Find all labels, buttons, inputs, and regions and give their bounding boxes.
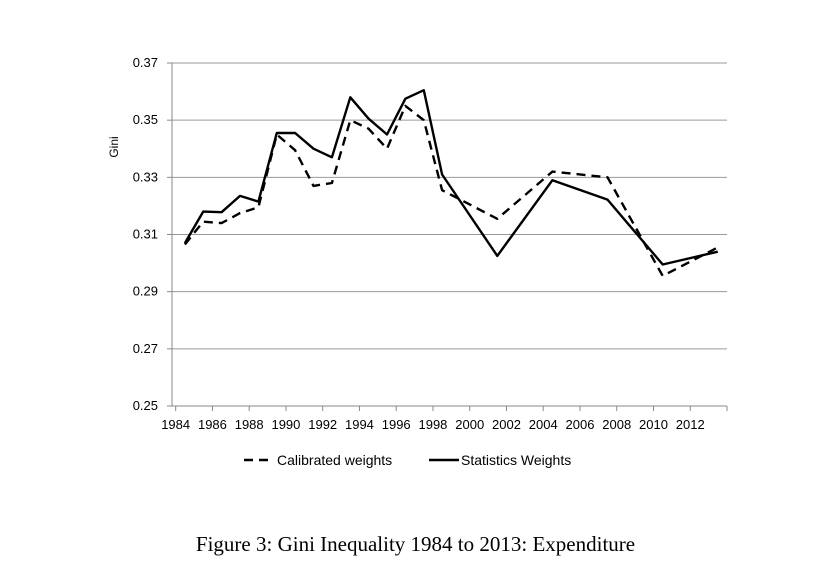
- y-axis-label: Gini: [107, 136, 121, 157]
- x-tick-label: 1992: [308, 417, 337, 432]
- y-tick-label: 0.35: [133, 112, 158, 127]
- axes: [167, 62, 728, 411]
- legend: Calibrated weights Statistics Weights: [244, 452, 571, 468]
- x-tick-label: 1998: [418, 417, 447, 432]
- y-tick-label: 0.29: [133, 284, 158, 299]
- y-tick-label: 0.31: [133, 227, 158, 242]
- series-lines: [183, 88, 719, 278]
- x-tick-labels: 1984 1986 1988 1990 1992 1994 1996 1998 2000 2002…: [161, 417, 704, 432]
- x-tick-label: 2010: [639, 417, 668, 432]
- y-tick-label: 0.37: [133, 55, 158, 70]
- x-tick-label: 1986: [198, 417, 227, 432]
- x-tick-label: 2004: [529, 417, 558, 432]
- x-tick-label: 2008: [602, 417, 631, 432]
- gridlines: [172, 62, 727, 350]
- y-tick-label: 0.33: [133, 169, 158, 184]
- x-tick-label: 1996: [382, 417, 411, 432]
- x-tick-label: 2012: [676, 417, 705, 432]
- x-tick-label: 1988: [235, 417, 264, 432]
- x-tick-label: 2000: [455, 417, 484, 432]
- y-tick-label: 0.27: [133, 341, 158, 356]
- y-tick-labels: 0.25 0.27 0.29 0.31 0.33 0.35 0.37: [133, 55, 158, 413]
- x-tick-label: 1994: [345, 417, 374, 432]
- legend-label: Calibrated weights: [277, 452, 392, 468]
- x-tick-label: 2002: [492, 417, 521, 432]
- series-line-calibrated-weights: [183, 104, 719, 278]
- x-tick-label: 1990: [271, 417, 300, 432]
- legend-label: Statistics Weights: [461, 452, 571, 468]
- series-line-statistics-weights: [183, 88, 719, 266]
- x-tick-label: 2006: [566, 417, 595, 432]
- y-tick-label: 0.25: [133, 398, 158, 413]
- x-tick-label: 1984: [161, 417, 190, 432]
- line-chart: 0.250.270.290.310.330.350.37 1984 1986 198…: [107, 55, 728, 468]
- figure-caption: Figure 3: Gini Inequality 1984 to 2013: …: [195, 532, 636, 556]
